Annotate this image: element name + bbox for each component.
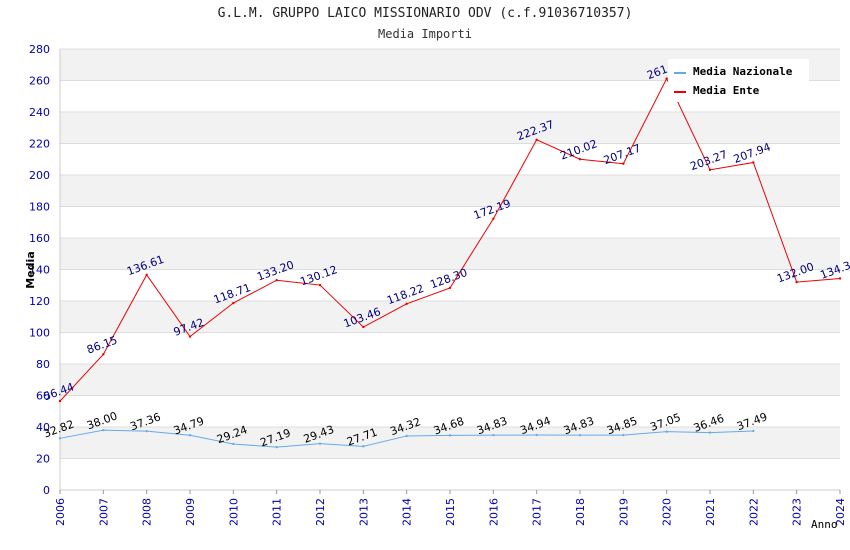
legend-label-media-ente: Media Ente [693, 84, 760, 97]
x-tick-label: 2013 [357, 498, 370, 526]
data-point [535, 433, 538, 437]
data-point [578, 433, 582, 437]
x-tick-label: 2019 [617, 498, 630, 526]
data-point [362, 325, 365, 329]
data-label: 86.15 [85, 334, 119, 357]
data-point [58, 437, 62, 440]
data-point [708, 168, 712, 172]
series-lines [58, 77, 842, 449]
data-point [102, 353, 105, 356]
data-point [535, 138, 538, 141]
y-tick-label: 100 [29, 327, 50, 340]
data-point [448, 434, 452, 437]
data-point [232, 301, 235, 305]
y-axis-title: Media [24, 251, 37, 288]
data-point [275, 445, 278, 449]
x-tick-label: 2022 [747, 498, 760, 526]
x-tick-label: 2018 [574, 498, 587, 526]
legend-label-media-nazionale: Media Nazionale [693, 65, 793, 78]
data-point [58, 399, 62, 403]
data-label: 56.44 [42, 380, 76, 403]
data-point [622, 162, 625, 165]
y-tick-label: 240 [29, 106, 50, 119]
data-point [665, 430, 668, 433]
y-tick-label: 140 [29, 264, 50, 277]
y-tick-label: 200 [29, 169, 50, 182]
data-point [838, 277, 842, 280]
data-point [492, 217, 495, 221]
data-point [752, 429, 755, 433]
background-bands [60, 49, 840, 459]
x-tick-label: 2014 [401, 498, 414, 526]
grid-band [60, 364, 840, 396]
y-tick-label: 80 [36, 358, 50, 371]
grid-band [60, 301, 840, 333]
y-tick-label: 220 [29, 138, 50, 151]
data-point [102, 428, 105, 432]
data-point [622, 433, 625, 437]
x-tick-label: 2010 [227, 498, 240, 526]
data-point [188, 335, 192, 338]
y-tick-label: 260 [29, 75, 50, 88]
data-point [405, 302, 408, 306]
data-label: 207.94 [732, 141, 773, 166]
legend: Media Nazionale Media Ente [668, 59, 809, 102]
y-tick-label: 20 [36, 453, 50, 466]
data-point [362, 445, 365, 448]
data-point [665, 77, 668, 80]
y-tick-label: 0 [43, 484, 50, 497]
y-tick-label: 160 [29, 232, 50, 245]
y-axis-ticks: 0 20 40 60 80 100 120 140 160 180 200 220 240 260 280 [29, 43, 50, 497]
x-tick-label: 2016 [487, 498, 500, 526]
data-point [578, 158, 582, 161]
grid-band [60, 238, 840, 270]
y-tick-label: 40 [36, 421, 50, 434]
chart-subtitle: Media Importi [378, 27, 472, 41]
data-point [492, 433, 495, 437]
data-point [318, 283, 322, 287]
data-point [795, 280, 798, 284]
data-point [752, 161, 755, 164]
y-tick-label: 180 [29, 201, 50, 214]
x-tick-label: 2006 [54, 498, 67, 526]
x-tick-label: 2015 [444, 498, 457, 526]
data-point [145, 273, 148, 277]
x-tick-label: 2017 [531, 498, 544, 526]
legend-box [668, 59, 809, 102]
data-point [318, 442, 322, 445]
chart-title: G.L.M. GRUPPO LAICO MISSIONARIO ODV (c.f… [217, 6, 633, 21]
x-axis-ticks: 2006 2007 2008 2009 2010 2011 2012 2013 2014 2015… [54, 490, 847, 526]
y-tick-label: 280 [29, 43, 50, 56]
x-tick-label: 2024 [834, 498, 847, 526]
grid-band [60, 112, 840, 144]
data-point [405, 434, 408, 438]
data-point [275, 279, 278, 282]
x-tick-label: 2011 [271, 498, 284, 526]
x-axis-title: Anno [811, 518, 838, 531]
data-label: 203.27 [688, 148, 729, 173]
y-tick-label: 120 [29, 295, 50, 308]
data-point [708, 431, 712, 434]
x-tick-label: 2021 [704, 498, 717, 526]
data-point [448, 286, 452, 290]
y-tick-label: 60 [36, 390, 50, 403]
data-point [188, 434, 192, 437]
grid-band [60, 175, 840, 207]
x-tick-label: 2023 [791, 498, 804, 526]
x-tick-label: 2007 [97, 498, 110, 526]
data-point [232, 442, 235, 446]
x-tick-label: 2012 [314, 498, 327, 526]
x-tick-label: 2020 [661, 498, 674, 526]
data-point [145, 429, 148, 433]
x-tick-label: 2008 [141, 498, 154, 526]
x-tick-label: 2009 [184, 498, 197, 526]
